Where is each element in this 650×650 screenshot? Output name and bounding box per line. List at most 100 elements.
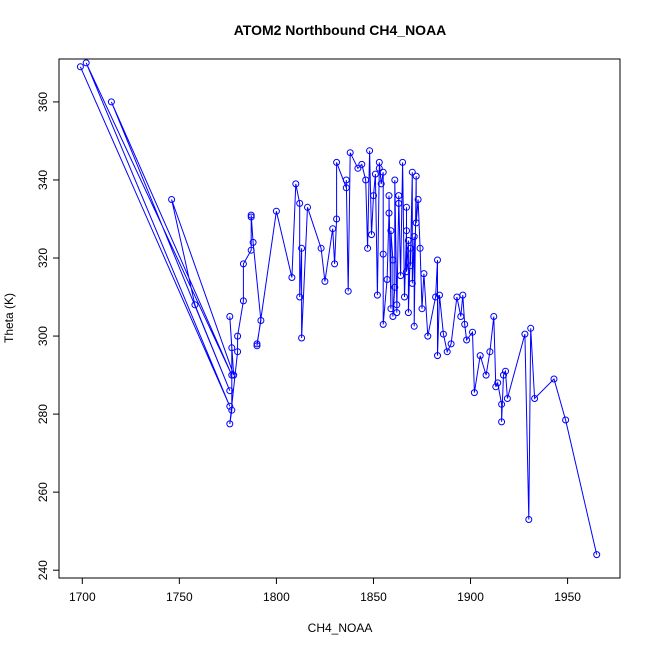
y-tick-label: 360 [36, 92, 50, 112]
data-point [410, 233, 418, 241]
x-tick-label: 1850 [360, 590, 387, 604]
data-point [247, 213, 255, 221]
y-tick-label: 300 [36, 326, 50, 346]
data-point [490, 313, 498, 320]
data-point [525, 516, 533, 523]
data-point [168, 196, 176, 203]
data-point [397, 272, 405, 280]
data-point [443, 348, 451, 356]
data-point [457, 313, 465, 320]
data-point [416, 244, 424, 252]
data-point [562, 416, 570, 424]
data-point [226, 402, 234, 410]
data-point [317, 244, 325, 252]
data-point [439, 330, 447, 338]
data-point [333, 158, 341, 166]
data-point [395, 199, 403, 207]
data-point [470, 389, 478, 397]
data-point [401, 293, 408, 301]
data-point [387, 227, 395, 235]
data-point [370, 192, 377, 200]
data-point [550, 375, 558, 383]
data-point [247, 211, 255, 219]
data-point [503, 395, 511, 402]
data-point [296, 199, 304, 207]
data-point [333, 215, 341, 223]
data-point [239, 260, 247, 268]
plot-area [76, 59, 601, 559]
data-point [379, 250, 387, 258]
y-tick-label: 320 [36, 248, 50, 268]
data-point [391, 176, 399, 184]
y-tick-label: 260 [36, 482, 50, 502]
data-point [249, 238, 257, 246]
data-point [404, 237, 412, 244]
data-point [406, 244, 414, 252]
plot-frame [58, 58, 621, 579]
x-axis: 1700 1750 1800 1850 1900 1950 [69, 578, 581, 604]
data-point [329, 225, 337, 233]
data-point [412, 219, 420, 227]
data-point [228, 406, 236, 414]
data-point [321, 277, 329, 285]
data-point [482, 371, 490, 379]
data-point [331, 260, 339, 268]
data-point [239, 297, 247, 305]
x-tick-label: 1700 [69, 590, 96, 604]
data-point [230, 371, 238, 379]
data-point [393, 309, 401, 317]
data-point [403, 203, 410, 211]
data-point [494, 379, 502, 387]
data-point [304, 203, 311, 211]
x-axis-label: CH4_NOAA [308, 621, 373, 635]
data-point [76, 63, 84, 71]
data-point [364, 244, 372, 252]
data-point [434, 352, 441, 360]
data-point [226, 313, 234, 320]
data-point [387, 305, 395, 313]
data-point [492, 383, 500, 391]
data-point [288, 274, 296, 281]
data-point [344, 287, 352, 295]
data-point [404, 309, 412, 317]
y-tick-label: 280 [36, 404, 50, 424]
data-point [107, 98, 115, 106]
data-point [500, 371, 507, 379]
data-point [292, 180, 300, 188]
data-point [389, 313, 397, 320]
data-point [410, 322, 418, 330]
data-point [395, 192, 403, 200]
x-tick-label: 1900 [457, 590, 484, 604]
data-point [498, 400, 506, 408]
data-point [346, 149, 354, 157]
data-point [226, 420, 234, 428]
data-point [408, 168, 416, 176]
data-point [436, 291, 443, 299]
data-point [342, 176, 350, 184]
data-point [461, 320, 469, 328]
data-point [385, 209, 393, 217]
data-point [385, 192, 393, 200]
data-point [228, 344, 236, 352]
y-tick-label: 240 [36, 560, 50, 580]
y-axis: 240 260 280 300 320 340 360 [36, 92, 59, 580]
data-point [403, 227, 410, 235]
data-point [403, 268, 410, 276]
data-point [393, 301, 401, 309]
data-point [368, 231, 375, 239]
data-point [375, 158, 383, 166]
data-point [373, 291, 381, 299]
data-point [459, 291, 467, 299]
y-tick-label: 340 [36, 170, 50, 190]
x-tick-label: 1750 [166, 590, 193, 604]
data-point [82, 59, 90, 67]
data-point [531, 395, 539, 402]
x-tick-label: 1950 [554, 590, 581, 604]
data-point [414, 196, 422, 203]
y-axis-label: Theta (K) [2, 293, 16, 343]
data-point [434, 256, 441, 264]
data-point [362, 176, 370, 184]
data-point [253, 342, 261, 350]
data-point [486, 348, 494, 356]
